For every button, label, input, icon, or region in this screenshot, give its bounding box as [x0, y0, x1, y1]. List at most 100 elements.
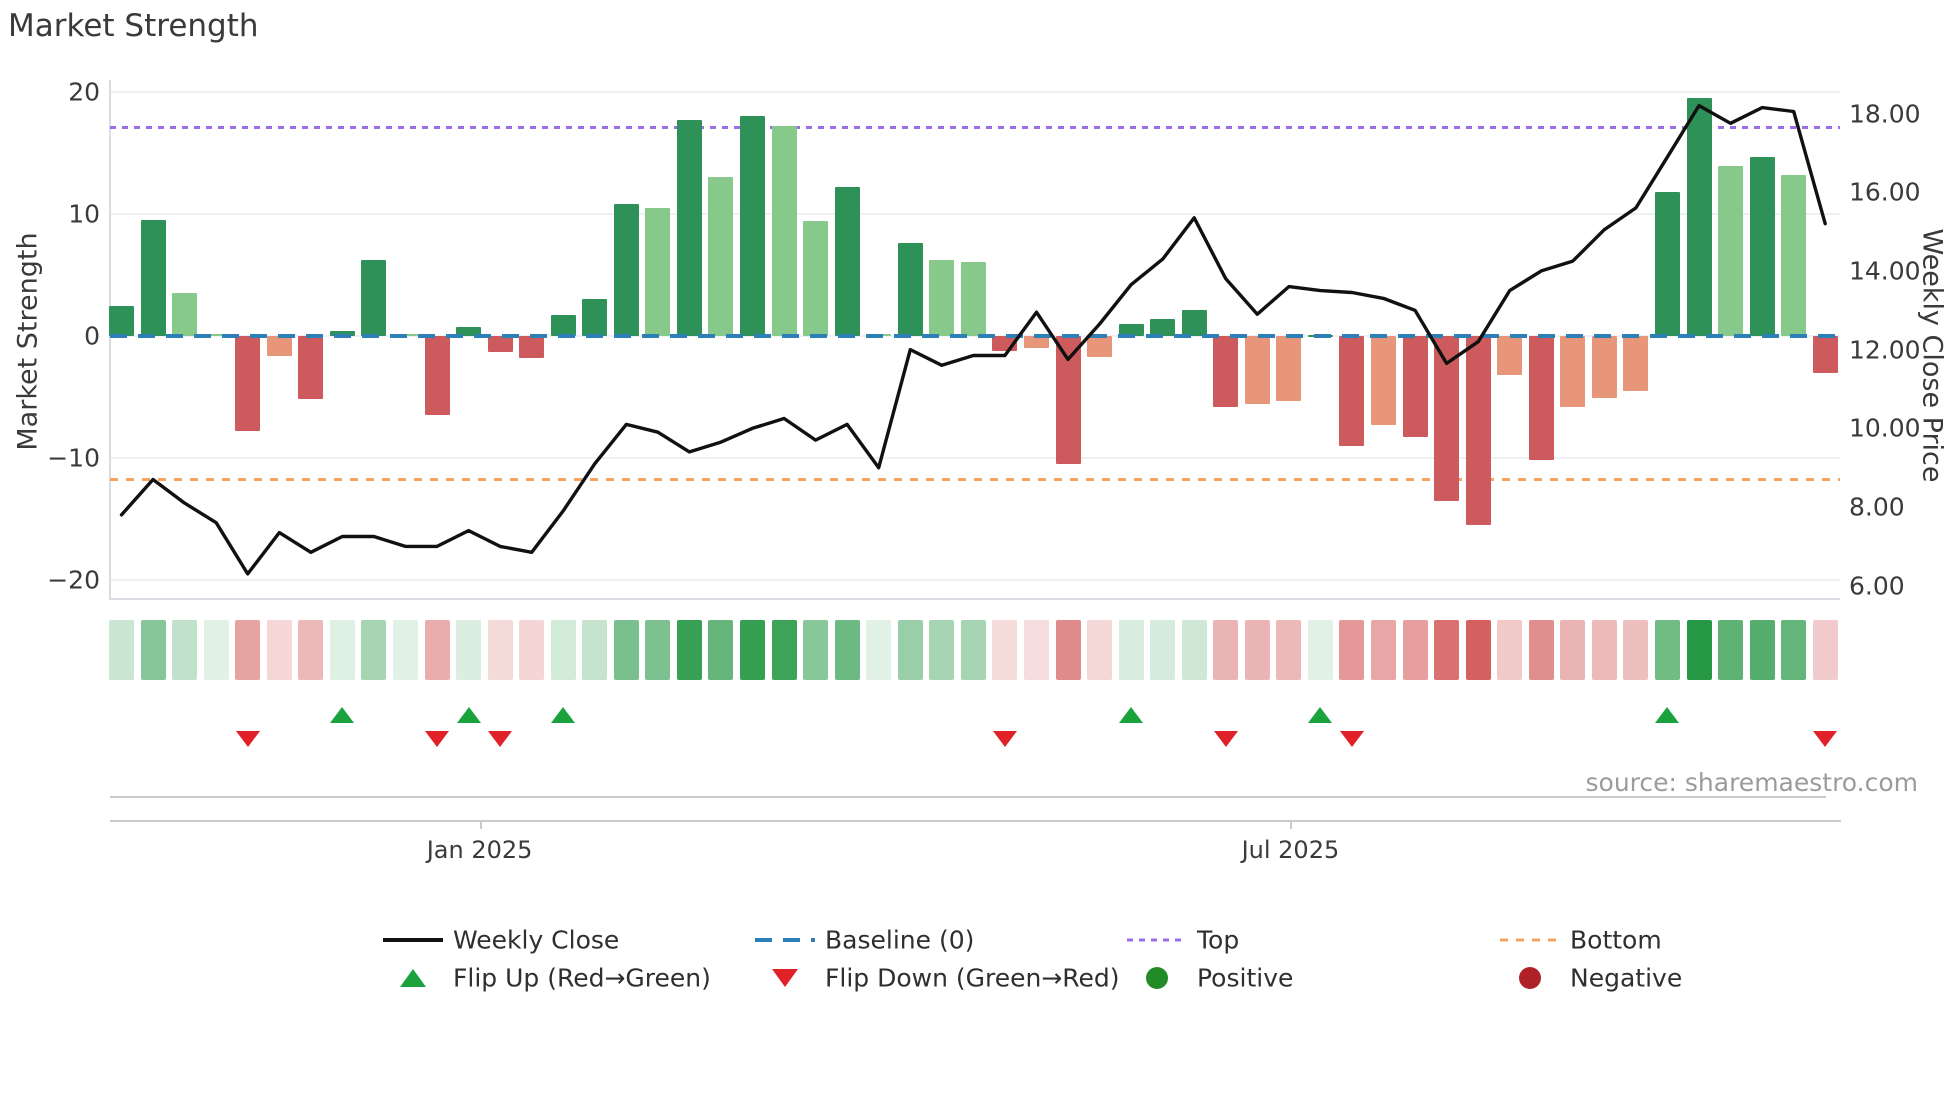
- strength-bar-week-48: [1591, 336, 1617, 399]
- strength-bar-week-34: [1150, 318, 1176, 336]
- flip-up-marker-week-12: [456, 707, 481, 723]
- heatmap-cell-week-5: [235, 620, 261, 680]
- heatmap-cell-week-30: [1023, 620, 1049, 680]
- strength-bar-week-37: [1244, 336, 1270, 405]
- left-tick-label: 10: [68, 199, 100, 229]
- flip-down-marker-week-13: [488, 731, 513, 747]
- flip-down-marker-week-40: [1339, 731, 1364, 747]
- strength-bar-week-51: [1686, 98, 1712, 336]
- x-tick-mark: [479, 820, 482, 829]
- heatmap-cell-week-36: [1213, 620, 1239, 680]
- flip-down-marker-week-11: [425, 731, 449, 747]
- left-spine: [109, 80, 111, 600]
- marker-axis-line: [110, 796, 1826, 798]
- strength-bar-week-12: [456, 327, 482, 336]
- strength-bar-week-5: [235, 336, 261, 432]
- right-tick-label: 10.00: [1849, 413, 1921, 443]
- flip-down-marker-week-29: [992, 731, 1017, 747]
- heatmap-cell-week-4: [203, 620, 229, 680]
- heatmap-cell-week-33: [1118, 620, 1144, 680]
- heatmap-cell-week-8: [329, 620, 355, 680]
- heatmap-cell-week-43: [1434, 620, 1460, 680]
- triangle-up-green-legend-icon: [400, 969, 426, 987]
- strength-bar-week-38: [1276, 336, 1302, 401]
- strength-bar-week-7: [298, 336, 324, 400]
- right-tick-label: 8.00: [1849, 492, 1905, 522]
- strength-bar-week-53: [1749, 156, 1775, 336]
- strength-bar-week-24: [834, 187, 860, 336]
- strength-bar-week-52: [1718, 166, 1744, 336]
- heatmap-cell-week-46: [1528, 620, 1554, 680]
- heatmap-cell-week-10: [392, 620, 418, 680]
- strength-bar-week-6: [266, 336, 292, 356]
- strength-bar-week-16: [582, 299, 608, 336]
- legend-label: Weekly Close: [453, 925, 620, 955]
- line-dotted-purple-legend-icon: [1127, 938, 1187, 942]
- strength-bar-week-44: [1465, 336, 1491, 526]
- heatmap-cell-week-54: [1781, 620, 1807, 680]
- heatmap-cell-week-14: [519, 620, 545, 680]
- heatmap-cell-week-44: [1465, 620, 1491, 680]
- right-tick-label: 18.00: [1849, 99, 1921, 128]
- strength-bar-week-11: [424, 336, 450, 416]
- flip-down-marker-week-36: [1213, 731, 1238, 747]
- flip-up-marker-week-33: [1119, 707, 1144, 723]
- strength-bar-week-15: [550, 315, 576, 336]
- strength-bar-week-54: [1781, 174, 1807, 336]
- flip-markers-row: [110, 695, 1850, 805]
- heatmap-cell-week-9: [361, 620, 387, 680]
- date-axis-line: [110, 820, 1841, 822]
- heatmap-cell-week-3: [172, 620, 198, 680]
- heatmap-cell-week-53: [1749, 620, 1775, 680]
- heatmap-cell-week-25: [866, 620, 892, 680]
- strength-bar-week-2: [140, 220, 166, 336]
- strength-bar-week-20: [708, 177, 734, 336]
- flip-up-marker-week-39: [1308, 707, 1333, 723]
- legend-label: Flip Up (Red→Green): [453, 963, 711, 993]
- x-tick-mark: [1290, 820, 1293, 829]
- heatmap-cell-week-48: [1591, 620, 1617, 680]
- heatmap-cell-week-42: [1402, 620, 1428, 680]
- heatmap-cell-week-26: [897, 620, 923, 680]
- heatmap-cell-week-19: [676, 620, 702, 680]
- right-tick-label: 16.00: [1849, 177, 1921, 207]
- strength-bar-week-14: [519, 336, 545, 358]
- strength-bar-week-46: [1528, 336, 1554, 461]
- heatmap-cell-week-7: [298, 620, 324, 680]
- gridline: [110, 91, 1840, 93]
- right-tick-label: 14.00: [1849, 256, 1921, 286]
- heatmap-cell-week-40: [1339, 620, 1365, 680]
- strength-bar-week-26: [897, 243, 923, 336]
- strength-bar-week-41: [1371, 336, 1396, 426]
- strength-bar-week-18: [645, 207, 671, 336]
- heatmap-cell-week-16: [582, 620, 608, 680]
- heatmap-cell-week-24: [834, 620, 860, 680]
- heatmap-cell-week-35: [1181, 620, 1207, 680]
- main-plot-area: [109, 80, 1840, 600]
- left-axis-title: Market Strength: [12, 232, 44, 451]
- dot-green-legend-icon: [1146, 967, 1168, 989]
- strength-bar-week-33: [1118, 323, 1144, 336]
- heatmap-cell-week-23: [803, 620, 829, 680]
- line-solid-black-legend-icon: [383, 938, 443, 942]
- strength-bar-week-3: [172, 293, 198, 336]
- strength-bar-week-27: [929, 260, 955, 336]
- weekly-close-line: [119, 103, 1827, 576]
- left-tick-label: 20: [68, 77, 100, 107]
- heatmap-cell-week-45: [1497, 620, 1523, 680]
- strength-bar-week-17: [613, 204, 639, 336]
- heatmap-cell-week-27: [929, 620, 955, 680]
- heatmap-cell-week-15: [550, 620, 576, 680]
- heatmap-cell-week-32: [1087, 620, 1113, 680]
- legend-label: Flip Down (Green→Red): [825, 963, 1120, 993]
- heatmap-cell-week-20: [708, 620, 734, 680]
- left-tick-label: −20: [47, 565, 100, 595]
- strength-bar-week-23: [803, 221, 829, 336]
- strength-bar-week-36: [1213, 336, 1239, 407]
- flip-up-marker-week-8: [330, 707, 355, 723]
- legend-label: Baseline (0): [825, 925, 975, 955]
- strength-bar-week-13: [487, 336, 513, 352]
- strength-bar-week-8: [329, 331, 355, 336]
- strength-bar-week-28: [960, 261, 986, 336]
